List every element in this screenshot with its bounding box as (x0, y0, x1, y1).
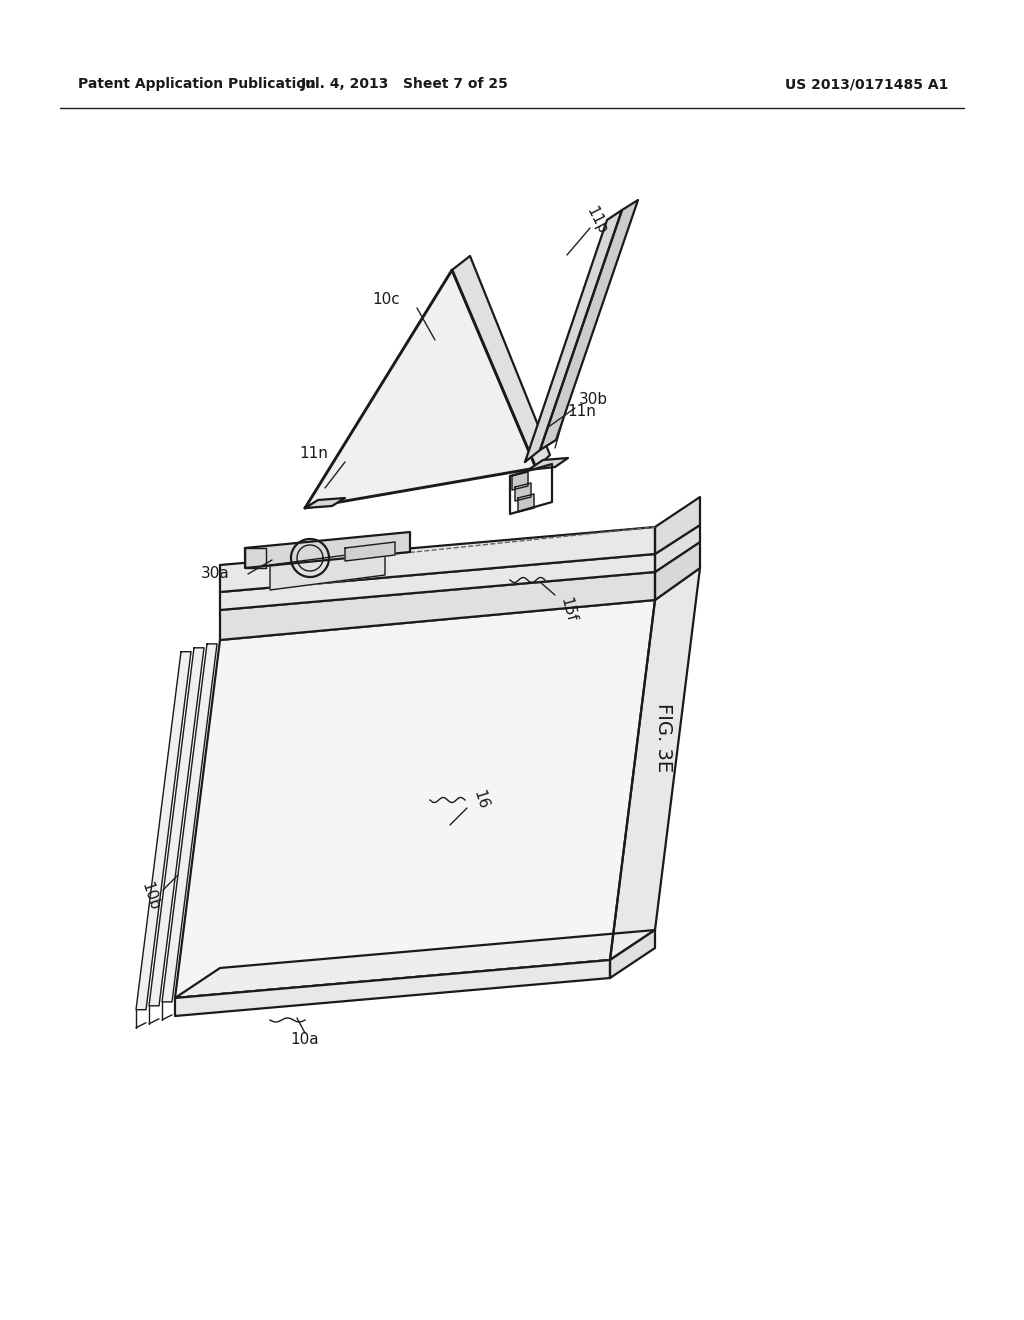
Polygon shape (136, 652, 191, 1010)
Polygon shape (610, 568, 700, 960)
Polygon shape (610, 931, 655, 978)
Polygon shape (220, 572, 655, 640)
Text: 11n: 11n (299, 446, 328, 461)
Text: 10a: 10a (291, 1032, 319, 1048)
Text: Jul. 4, 2013   Sheet 7 of 25: Jul. 4, 2013 Sheet 7 of 25 (301, 77, 509, 91)
Polygon shape (175, 601, 655, 998)
Polygon shape (528, 458, 568, 470)
Polygon shape (162, 644, 217, 1002)
Polygon shape (655, 498, 700, 554)
Polygon shape (525, 210, 622, 462)
Polygon shape (175, 960, 610, 1016)
Polygon shape (220, 554, 655, 610)
Text: 16: 16 (470, 788, 490, 812)
Text: 15f: 15f (557, 597, 578, 624)
Text: Patent Application Publication: Patent Application Publication (78, 77, 315, 91)
Polygon shape (245, 532, 410, 568)
Text: 30b: 30b (579, 392, 608, 408)
Text: 11n: 11n (567, 404, 596, 420)
Polygon shape (518, 494, 534, 512)
Text: FIG. 3E: FIG. 3E (653, 704, 673, 772)
Polygon shape (515, 483, 531, 502)
Polygon shape (220, 527, 655, 591)
Polygon shape (270, 550, 385, 590)
Text: US 2013/0171485 A1: US 2013/0171485 A1 (784, 77, 948, 91)
Polygon shape (452, 256, 550, 469)
Polygon shape (150, 648, 204, 1006)
Text: 11p: 11p (584, 205, 610, 238)
Polygon shape (305, 271, 536, 508)
Polygon shape (345, 543, 395, 561)
Text: 30a: 30a (202, 565, 230, 581)
Polygon shape (655, 543, 700, 601)
Polygon shape (175, 931, 655, 998)
Polygon shape (540, 201, 638, 450)
Text: 10c: 10c (373, 293, 400, 308)
Polygon shape (305, 498, 345, 508)
Polygon shape (512, 473, 528, 490)
Text: 10b: 10b (139, 880, 162, 912)
Polygon shape (655, 525, 700, 572)
